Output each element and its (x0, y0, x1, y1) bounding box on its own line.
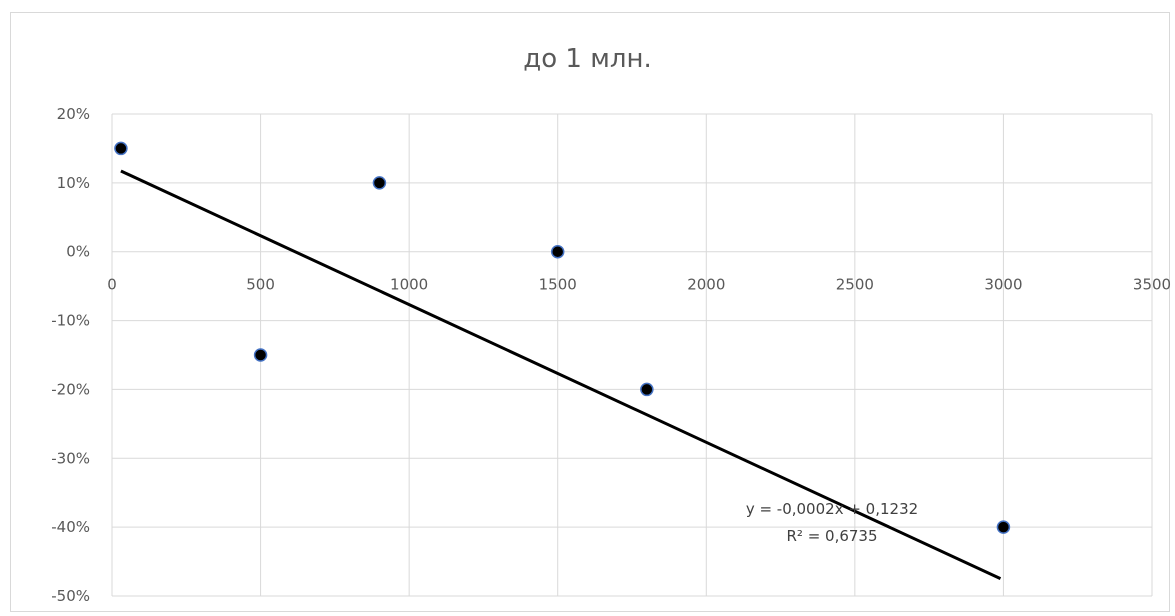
x-tick-label: 2000 (687, 276, 725, 294)
chart-title: до 1 млн. (523, 44, 652, 74)
y-tick-label: -50% (51, 587, 90, 605)
chart-frame (10, 12, 1170, 612)
data-point (996, 520, 1011, 534)
data-point (114, 141, 128, 156)
y-tick-label: -40% (51, 518, 90, 536)
x-tick-label: 2500 (836, 276, 874, 294)
x-tick-label: 0 (107, 276, 117, 294)
data-point (640, 382, 654, 397)
data-points (114, 141, 1011, 534)
grid (111, 113, 1153, 597)
y-tick-label: -30% (51, 449, 90, 467)
trendline-group (120, 169, 1002, 581)
x-tick-label: 500 (246, 276, 275, 294)
data-point (372, 176, 387, 190)
x-tick-label: 3500 (1133, 276, 1171, 294)
y-tick-label: 20% (57, 105, 90, 123)
data-point (253, 348, 268, 362)
x-tick-label: 1500 (539, 276, 577, 294)
y-tick-label: 0% (66, 243, 90, 261)
y-tick-label: -10% (51, 312, 90, 330)
data-point (550, 244, 565, 259)
trendline-equation: y = -0,0002x + 0,1232 (746, 500, 918, 518)
y-tick-label: -20% (51, 380, 90, 398)
trendline-r-squared: R² = 0,6735 (786, 527, 877, 545)
y-tick-label: 10% (57, 174, 90, 192)
x-tick-label: 3000 (984, 276, 1022, 294)
x-tick-label: 1000 (390, 276, 428, 294)
y-axis-ticks: 20% 10% 0% -10% -20% -30% -40% -50% (51, 105, 90, 605)
trendline (120, 169, 1002, 581)
x-axis-ticks: 0 500 1000 1500 2000 2500 3000 3500 (107, 276, 1171, 294)
